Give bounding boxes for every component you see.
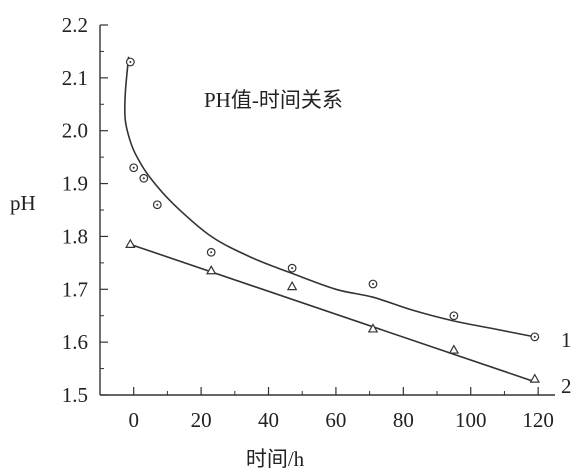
y-tick-label: 1.7 [62, 277, 88, 301]
x-tick-label: 20 [191, 408, 212, 432]
series-1-point-center [132, 166, 135, 169]
series-1-fit-curve [123, 56, 535, 338]
series-label-2: 2 [561, 374, 572, 398]
y-tick-label: 1.6 [62, 330, 88, 354]
x-tick-label: 0 [128, 408, 139, 432]
y-tick-label: 2.2 [62, 13, 88, 37]
x-tick-label: 60 [325, 408, 346, 432]
series-1-point-center [291, 267, 294, 270]
x-axis-label: 时间/h [246, 447, 305, 471]
chart-annotation: PH值-时间关系 [204, 88, 343, 112]
axes [99, 25, 555, 396]
series-1-point-center [452, 314, 455, 317]
y-tick-label: 2.1 [62, 66, 88, 90]
series-2-point [367, 323, 379, 333]
series-1-point-center [142, 177, 145, 180]
series-1-point-center [129, 61, 132, 63]
series-label-1: 1 [561, 328, 572, 352]
series-2-point [286, 280, 298, 291]
tick-group: 1.5 1.6 1.7 1.8 1.9 2.0 2.1 2.2 0 20 40 60 80 100 120 [62, 13, 554, 432]
series-1-point-center [156, 203, 159, 206]
series-1-point-center [533, 335, 536, 338]
series-1-point-center [210, 251, 213, 254]
series-2-point [205, 265, 217, 275]
series-2-point [529, 373, 541, 383]
y-tick-label: 1.8 [62, 224, 88, 248]
series-2-fit-line [130, 243, 536, 383]
series-2-point [448, 344, 460, 354]
x-tick-label: 80 [393, 408, 414, 432]
x-tick-label: 100 [455, 408, 487, 432]
y-axis-label: pH [10, 191, 36, 215]
series-2-point [125, 238, 136, 248]
x-tick-label: 120 [522, 408, 554, 432]
label-group: pH 时间/h PH值-时间关系 1 2 [10, 88, 572, 471]
x-tick-label: 40 [258, 408, 279, 432]
series-1-point-center [372, 283, 374, 285]
y-tick-label: 1.5 [62, 383, 88, 407]
y-tick-label: 2.0 [62, 119, 88, 143]
series-group [123, 56, 541, 383]
y-tick-label: 1.9 [62, 172, 88, 196]
